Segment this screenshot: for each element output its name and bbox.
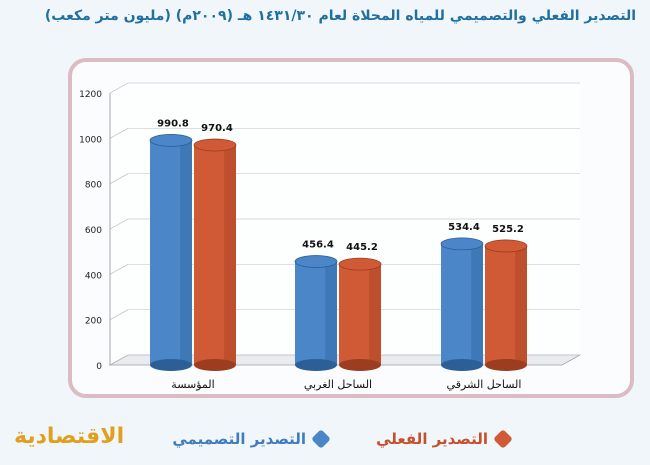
data-label: 990.8 [157, 118, 189, 129]
legend-swatch-actual [493, 429, 513, 449]
bar [150, 140, 192, 365]
bar-top [149, 134, 193, 147]
bar [485, 245, 527, 365]
bar-shade [325, 261, 337, 365]
x-tick-label: الساحل الغربي [304, 378, 372, 391]
y-tick-label: 800 [85, 181, 102, 191]
gridline-diag [109, 218, 129, 230]
bar-shade [369, 264, 381, 365]
legend-label-design: التصدير التصميمي [172, 430, 306, 448]
bar-shade [471, 243, 483, 365]
bar-top [440, 237, 484, 251]
legend-swatch-design [311, 429, 331, 449]
bar-top [484, 239, 528, 253]
legend-item-actual: التصدير الفعلي [376, 429, 513, 449]
bar-base [150, 359, 192, 371]
y-tick-label: 600 [85, 226, 102, 236]
bar-base [194, 359, 236, 371]
y-tick-label: 200 [85, 317, 102, 327]
gridline-diag [109, 82, 129, 94]
y-tick-label: 400 [85, 271, 102, 281]
data-label: 456.4 [302, 240, 334, 251]
chart-title: التصدير الفعلي والتصميمي للمياه المحلاة … [44, 8, 636, 24]
bar-shade [224, 145, 236, 365]
x-tick-label: الساحل الشرقي [447, 378, 522, 391]
bar-base [485, 359, 527, 371]
gridline-diag [109, 173, 129, 184]
bar-base [295, 359, 337, 371]
data-label: 445.2 [346, 242, 378, 253]
data-label: 525.2 [492, 224, 524, 235]
gridline-diag [109, 309, 129, 320]
bar [441, 243, 483, 365]
data-label: 534.4 [448, 222, 480, 233]
legend-label-actual: التصدير الفعلي [376, 430, 488, 448]
bar [194, 145, 236, 365]
gridline-diag [109, 354, 129, 366]
x-tick-label: المؤسسة [171, 378, 214, 391]
bar-top [193, 138, 237, 152]
bar-base [441, 359, 483, 371]
bar-shade [180, 140, 192, 365]
bar-top [338, 257, 382, 271]
y-tick-label: 1200 [79, 90, 102, 100]
legend-item-design: التصدير التصميمي [172, 429, 331, 449]
bar-shade [515, 245, 527, 365]
newspaper-logo: الاقتصادية [14, 424, 125, 449]
bar-base [339, 359, 381, 371]
gridline-diag [109, 264, 129, 275]
bar [339, 264, 381, 365]
bar [295, 261, 337, 365]
y-tick-label: 1000 [79, 135, 102, 145]
bar-top [294, 255, 338, 268]
data-label: 970.4 [201, 123, 233, 134]
gridline-diag [109, 128, 129, 139]
y-tick-label: 0 [96, 362, 102, 372]
